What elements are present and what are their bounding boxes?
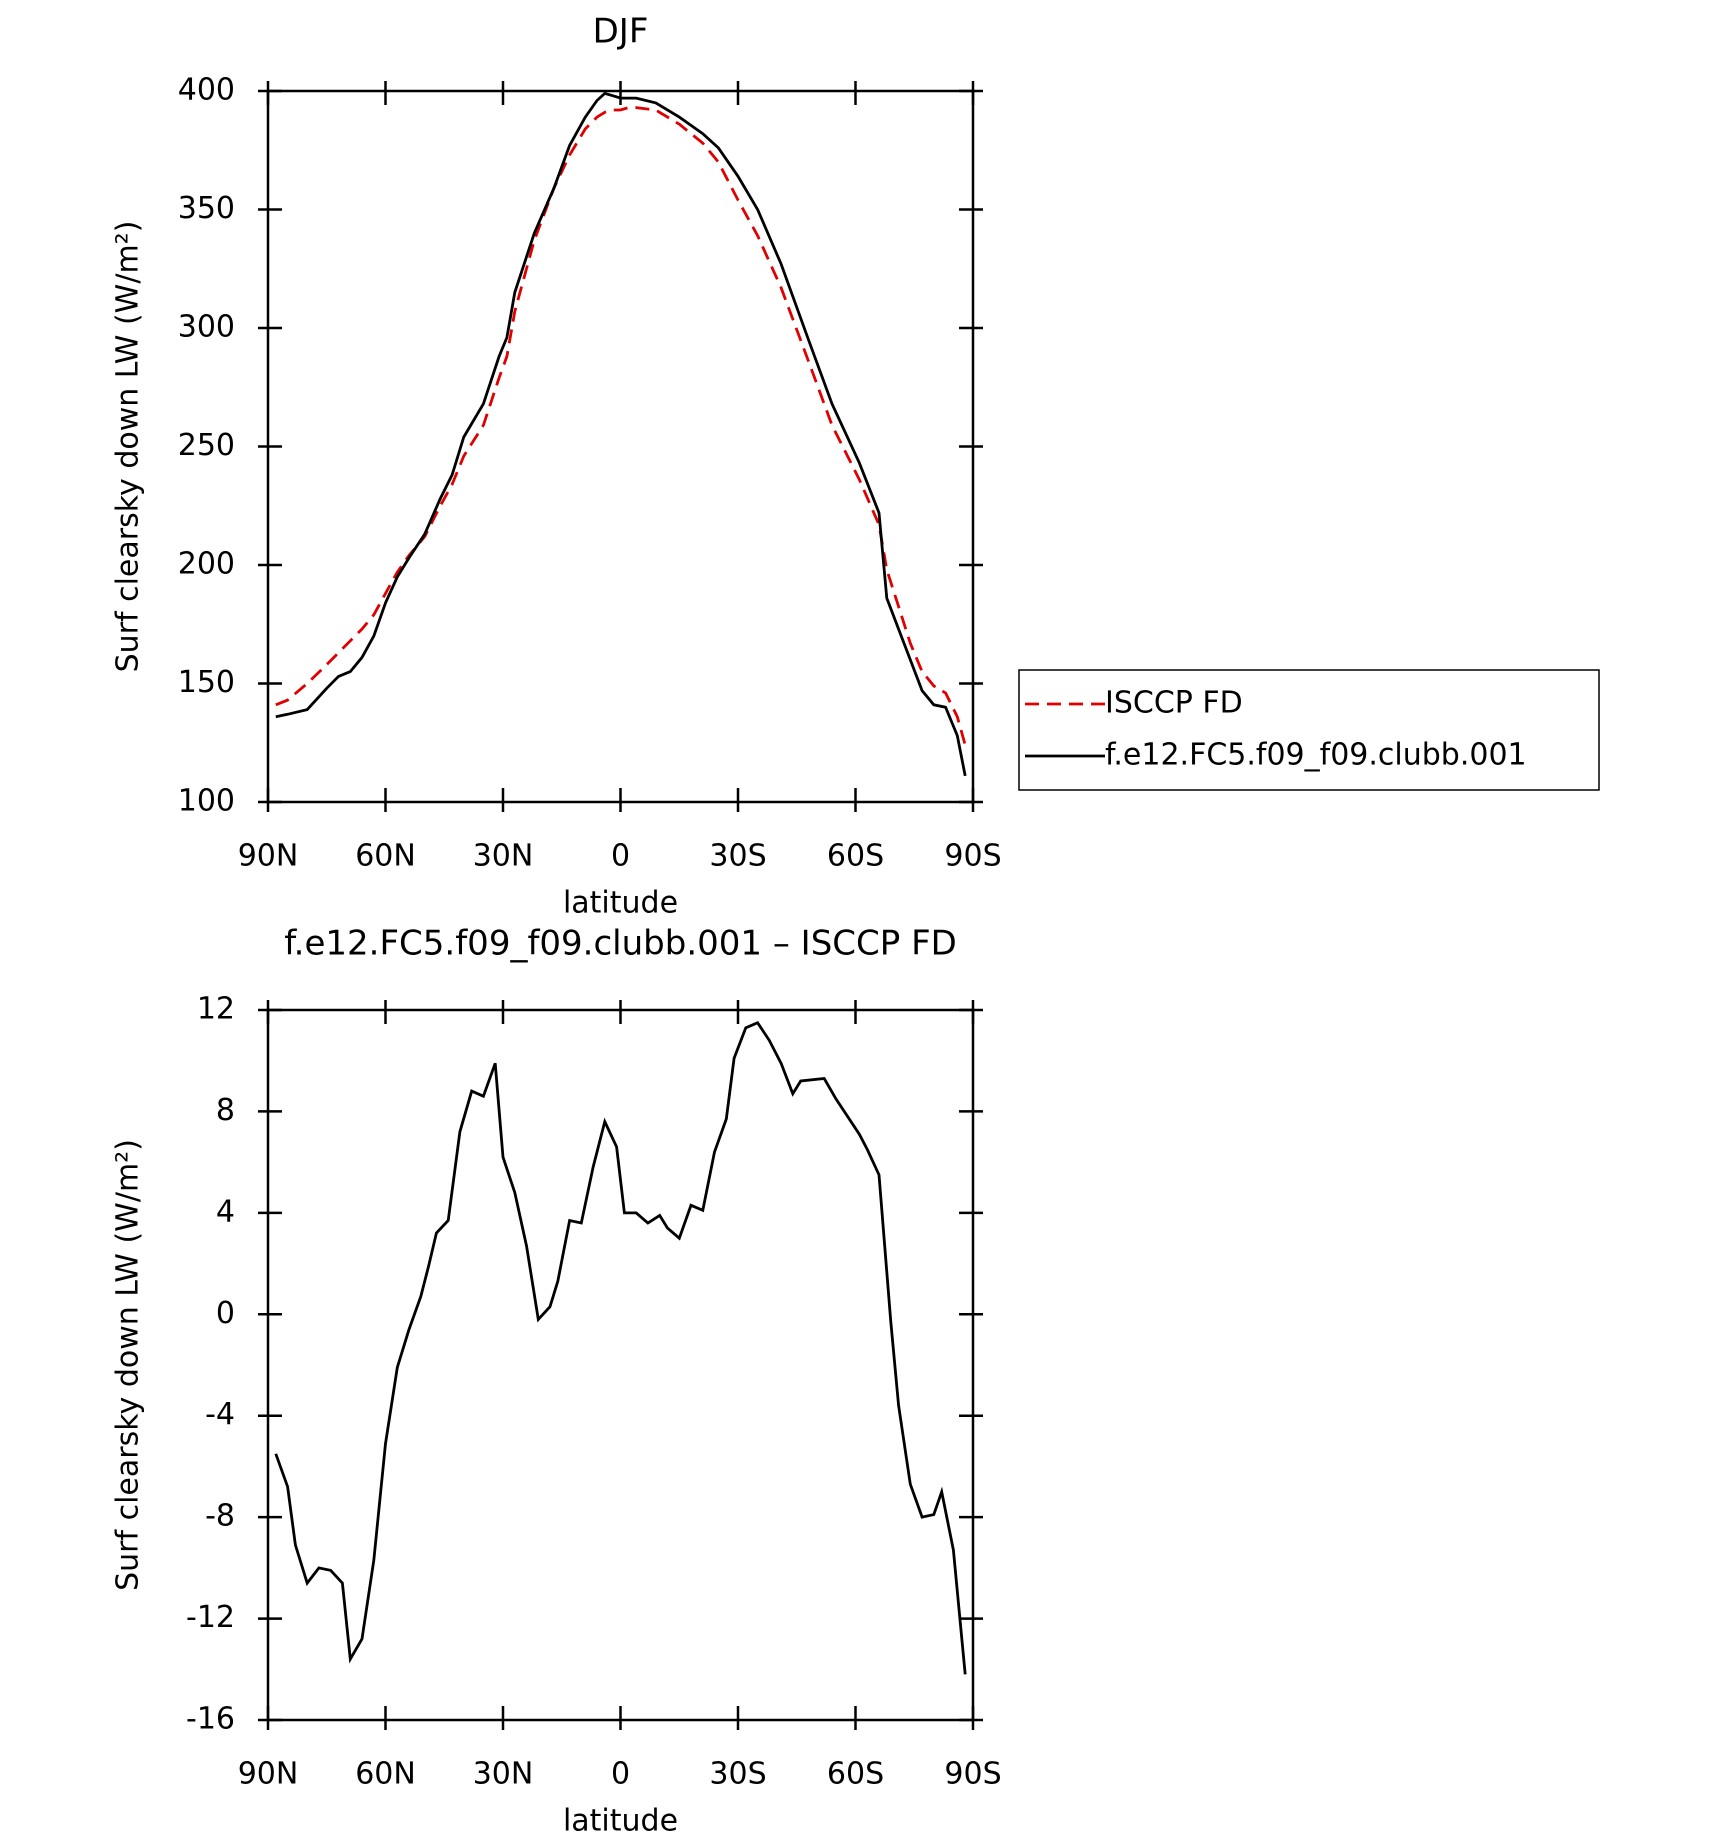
y-tick-label: 400	[178, 73, 235, 108]
y-tick-label: -4	[205, 1397, 235, 1432]
data-line	[274, 1020, 967, 1675]
x-tick-label: 0	[611, 839, 630, 874]
legend-box	[1018, 669, 1600, 791]
data-line	[275, 106, 967, 746]
x-tick-label: 90N	[238, 839, 299, 874]
x-tick-label: 60S	[827, 1757, 884, 1792]
y-tick-label: 100	[178, 784, 235, 819]
x-tick-label: 90N	[238, 1757, 299, 1792]
y-tick-label: 250	[178, 428, 235, 463]
y-tick-label: -16	[186, 1702, 235, 1737]
legend-label: f.e12.FC5.f09_f09.clubb.001	[1105, 738, 1527, 773]
x-tick-label: 60N	[355, 1757, 416, 1792]
x-tick-label: 30N	[473, 839, 534, 874]
y-tick-label: 350	[178, 191, 235, 226]
x-tick-label: 30N	[473, 1757, 534, 1792]
x-axis-label: latitude	[563, 886, 678, 921]
y-tick-label: 0	[216, 1296, 235, 1331]
y-tick-label: -12	[186, 1600, 235, 1635]
legend-label: ISCCP FD	[1105, 686, 1243, 721]
x-tick-label: 30S	[709, 1757, 766, 1792]
y-tick-label: 300	[178, 310, 235, 345]
x-tick-label: 90S	[944, 839, 1001, 874]
chart-title: f.e12.FC5.f09_f09.clubb.001 – ISCCP FD	[284, 924, 957, 964]
data-line	[275, 91, 967, 777]
plot-frame	[266, 1008, 975, 1722]
y-tick-label: -8	[205, 1499, 235, 1534]
y-tick-label: 150	[178, 665, 235, 700]
y-axis-label: Surf clearsky down LW (W/m²)	[111, 1139, 146, 1591]
plot-frame	[266, 89, 975, 804]
x-tick-label: 30S	[709, 839, 766, 874]
y-tick-label: 4	[216, 1194, 235, 1229]
chart-title: DJF	[593, 12, 649, 52]
x-axis-label: latitude	[563, 1804, 678, 1839]
x-tick-label: 90S	[944, 1757, 1001, 1792]
y-tick-label: 8	[216, 1093, 235, 1128]
x-tick-label: 0	[611, 1757, 630, 1792]
y-axis-label: Surf clearsky down LW (W/m²)	[111, 221, 146, 673]
y-tick-label: 200	[178, 547, 235, 582]
x-tick-label: 60N	[355, 839, 416, 874]
x-tick-label: 60S	[827, 839, 884, 874]
y-tick-label: 12	[197, 992, 235, 1027]
